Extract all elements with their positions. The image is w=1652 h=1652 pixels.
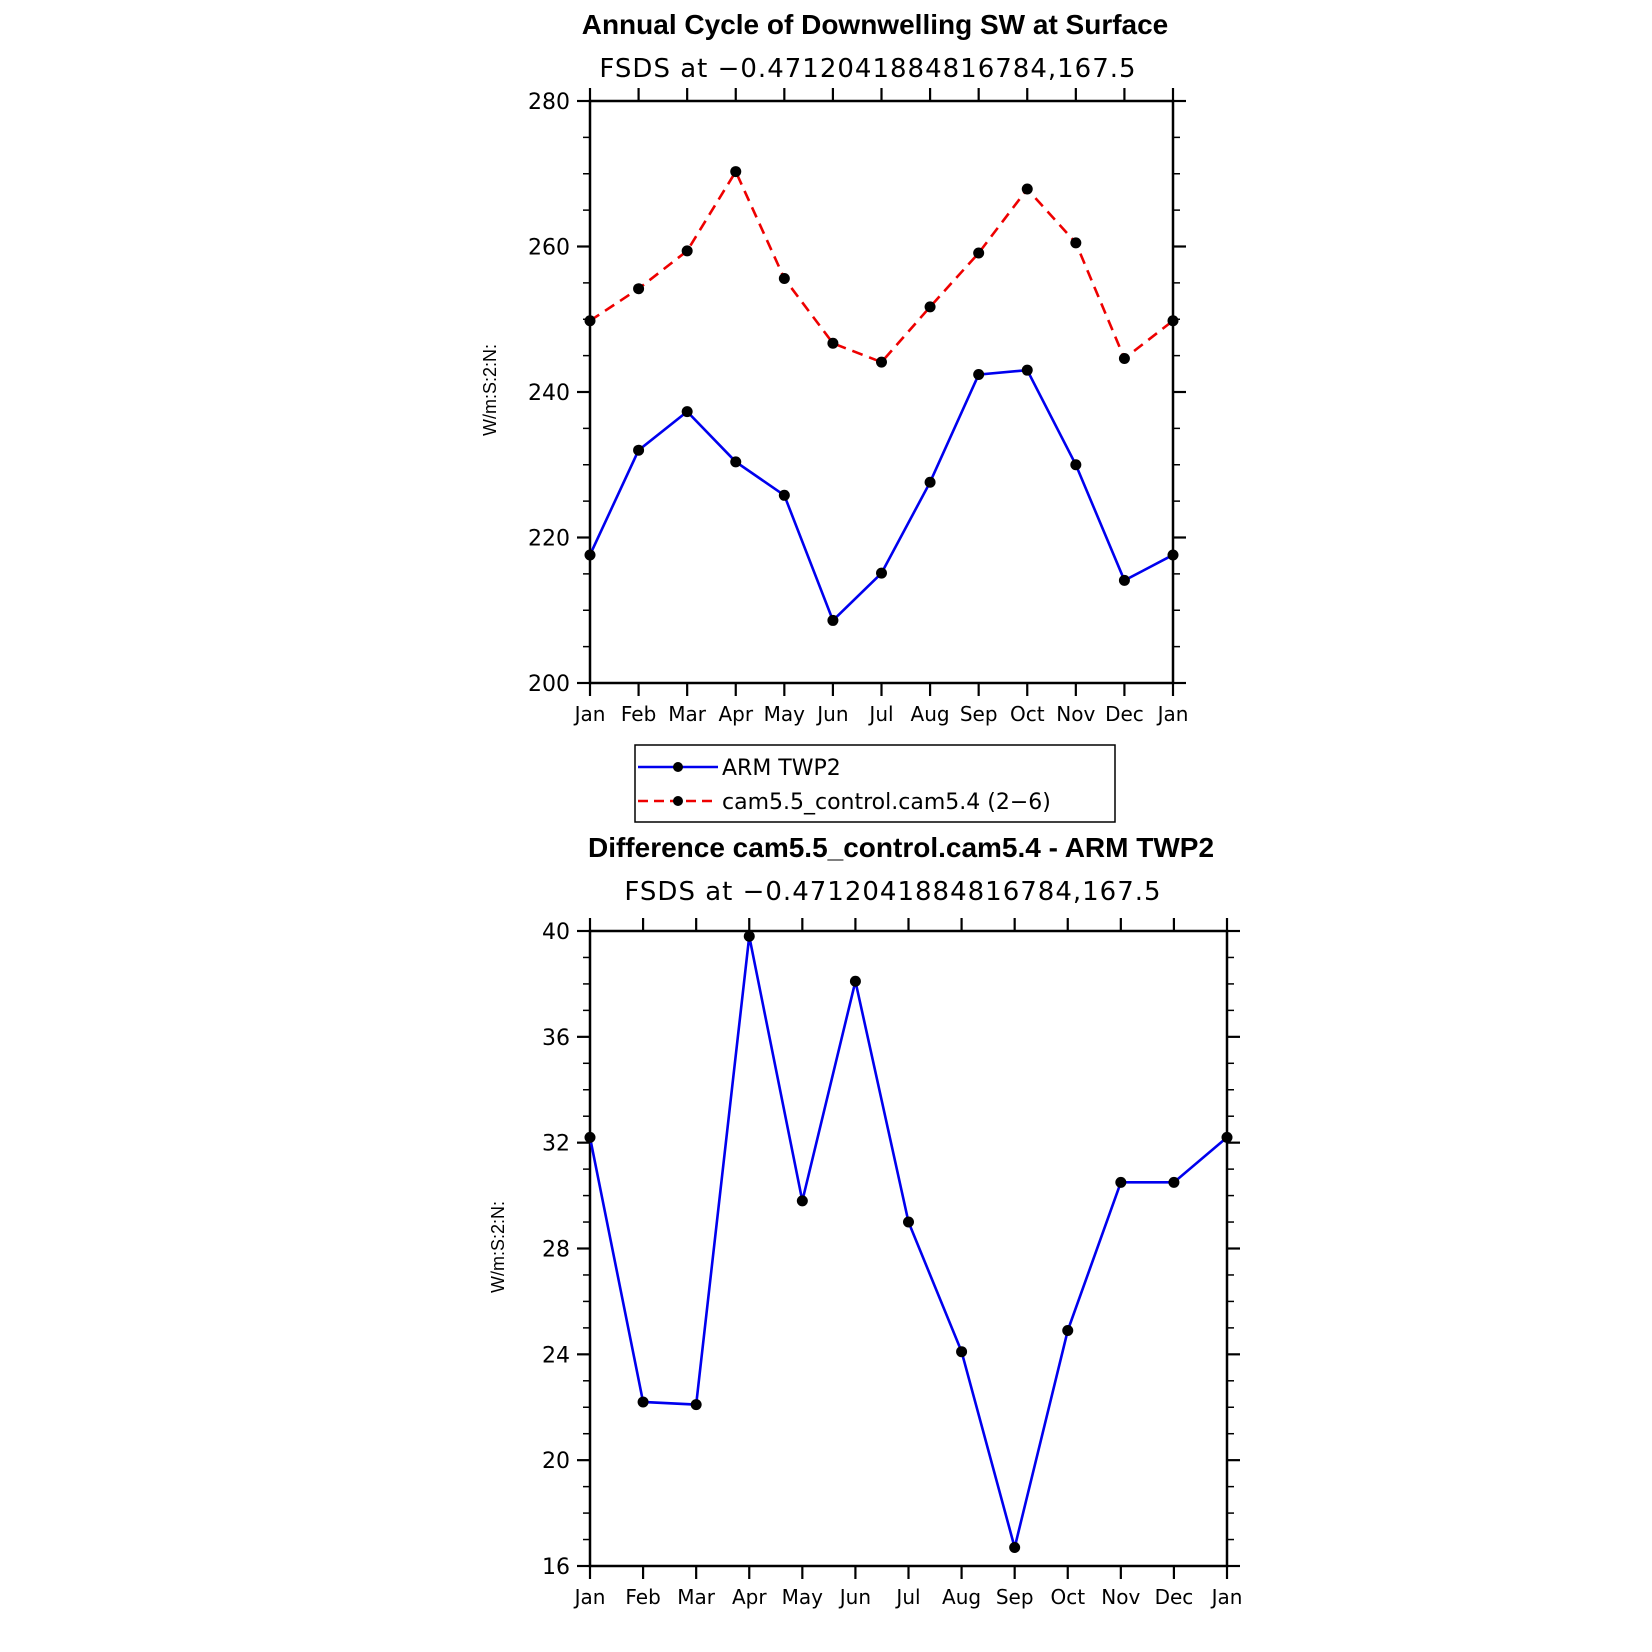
chart-2-xtick-label: Jun bbox=[838, 1585, 871, 1609]
chart-1-series-0-point bbox=[973, 369, 985, 381]
chart-1-series-1-point bbox=[778, 273, 790, 285]
chart-2-xtick-label: Mar bbox=[677, 1585, 716, 1609]
legend: ARM TWP2 cam5.5_control.cam5.4 (2−6) bbox=[634, 744, 1116, 823]
chart-1-series-1-line bbox=[589, 168, 1174, 364]
chart-1-xtick-label: Apr bbox=[718, 702, 753, 726]
chart-1-ytick-label: 240 bbox=[528, 381, 570, 406]
chart-2-series-0-point bbox=[849, 975, 861, 987]
chart-1-ytick-label: 260 bbox=[528, 236, 570, 261]
chart-1-series-0-point bbox=[876, 567, 887, 579]
chart-2-ytick-label: 16 bbox=[542, 1555, 570, 1580]
chart-1-xtick-label: Dec bbox=[1105, 702, 1144, 726]
chart-2-frame bbox=[588, 929, 1229, 1568]
chart-2-series-0-point bbox=[690, 1399, 702, 1411]
chart-1-frame bbox=[588, 99, 1175, 685]
chart-2-plot: Jan Feb Mar Apr May Jun Jul Aug Sep Oct Nov Dec Jan1… bbox=[542, 918, 1242, 1609]
chart-2-xtick-label: Dec bbox=[1155, 1585, 1194, 1609]
chart-1-series-0-point bbox=[924, 476, 936, 488]
chart-1-xtick-label: Jan bbox=[573, 702, 606, 726]
chart-1-series-0-point bbox=[1021, 364, 1033, 376]
legend-box bbox=[634, 744, 1116, 823]
chart-2-xtick-label: Feb bbox=[625, 1585, 660, 1609]
chart-2-ytick-label: 40 bbox=[542, 920, 570, 945]
chart-2-xtick-label: Oct bbox=[1050, 1585, 1085, 1609]
chart-1-series-0-point bbox=[1167, 549, 1179, 561]
chart-1-xtick-label: Sep bbox=[960, 702, 998, 726]
chart-1-xtick-label: Oct bbox=[1010, 702, 1045, 726]
chart-1-series-1-point bbox=[1118, 353, 1130, 365]
chart-1-series-1-point bbox=[827, 337, 839, 349]
chart-2-xtick-label: Jan bbox=[573, 1585, 606, 1609]
chart-2-series-0-point bbox=[903, 1216, 914, 1228]
legend-label-arm: ARM TWP2 bbox=[722, 756, 841, 781]
chart-2-xtick-label: Jul bbox=[894, 1585, 920, 1609]
chart-1-plot: Jan Feb Mar Apr May Jun Jul Aug Sep Oct Nov Dec Jan2… bbox=[528, 88, 1188, 726]
chart-1-series-0-line bbox=[588, 368, 1174, 623]
chart-2-xtick-label: May bbox=[782, 1585, 824, 1609]
chart-1-series-1-point bbox=[681, 245, 693, 257]
chart-1-series-1-point bbox=[1167, 315, 1179, 327]
legend-marker-cam bbox=[673, 796, 683, 806]
chart-1-xtick-label: Nov bbox=[1056, 702, 1095, 726]
chart-1-series-0-point bbox=[778, 489, 790, 501]
chart-2-xtick-label: Jan bbox=[1210, 1585, 1243, 1609]
chart-2-ytick-label: 20 bbox=[542, 1449, 570, 1474]
chart-1-series-0-point bbox=[730, 456, 742, 468]
chart-1-series-1-point bbox=[633, 283, 645, 295]
chart-1-ytick-label: 220 bbox=[528, 527, 570, 552]
legend-label-cam: cam5.5_control.cam5.4 (2−6) bbox=[722, 790, 1051, 815]
chart-1-xtick-label: May bbox=[764, 702, 806, 726]
chart-2-xtick-label: Apr bbox=[732, 1585, 767, 1609]
chart-2-series-0-point bbox=[796, 1195, 808, 1207]
chart-1-xtick-label: Feb bbox=[621, 702, 656, 726]
chart-2-series-0-point bbox=[1009, 1541, 1021, 1553]
chart-1-series-0-point bbox=[827, 614, 839, 626]
legend-marker-arm bbox=[673, 762, 683, 772]
chart-2-series-0-line bbox=[588, 936, 1228, 1548]
chart-2-series-0-point bbox=[1221, 1131, 1233, 1143]
chart-1-series-1-point bbox=[876, 356, 887, 368]
chart-2-series-0-point bbox=[743, 930, 755, 942]
chart-1-series-1-point bbox=[1021, 183, 1033, 195]
chart-1-xtick-label: Mar bbox=[668, 702, 707, 726]
chart-2-ytick-label: 32 bbox=[542, 1132, 570, 1157]
chart-1-series-0-point bbox=[584, 549, 596, 561]
chart-1-series-0-point bbox=[1118, 574, 1130, 586]
chart-1-series-1-point bbox=[584, 315, 596, 327]
chart-1-series-1-point bbox=[924, 301, 936, 313]
chart-1-series-1-point bbox=[973, 247, 985, 259]
chart-2-ytick-label: 24 bbox=[542, 1343, 570, 1368]
chart-1-series-0-point bbox=[633, 444, 645, 456]
chart-2-series-0-point bbox=[1115, 1176, 1127, 1188]
chart-1-ylabel: W/m:S:2:N: bbox=[480, 344, 500, 436]
chart-2-series-0-point bbox=[1168, 1176, 1180, 1188]
chart-1-series-1-point bbox=[730, 166, 742, 178]
chart-2-ylabel: W/m:S:2:N: bbox=[488, 1201, 508, 1293]
chart-1-xtick-label: Jan bbox=[1156, 702, 1189, 726]
chart-2-xtick-label: Sep bbox=[996, 1585, 1034, 1609]
chart-2-subtitle: FSDS at −0.4712041884816784,167.5 bbox=[624, 877, 1161, 907]
chart-1-xtick-label: Aug bbox=[911, 702, 950, 726]
chart-2-series-0-point bbox=[956, 1346, 968, 1358]
chart-1-ytick-label: 280 bbox=[528, 90, 570, 115]
chart-1-xtick-label: Jun bbox=[815, 702, 848, 726]
legend-entry-cam: cam5.5_control.cam5.4 (2−6) bbox=[638, 790, 1051, 815]
chart-1-subtitle: FSDS at −0.4712041884816784,167.5 bbox=[599, 54, 1136, 84]
chart-1-series-0-point bbox=[1070, 459, 1082, 471]
chart-1-xtick-label: Jul bbox=[867, 702, 893, 726]
chart-2-series-0-point bbox=[637, 1396, 649, 1408]
legend-entry-arm: ARM TWP2 bbox=[638, 756, 841, 781]
chart-2-ytick-label: 28 bbox=[542, 1238, 570, 1263]
chart-2-series-0-point bbox=[584, 1131, 596, 1143]
chart-2-ytick-label: 36 bbox=[542, 1026, 570, 1051]
chart-1-ytick-label: 200 bbox=[528, 672, 570, 697]
chart-1-series-0-point bbox=[681, 406, 693, 418]
chart-1-title: Annual Cycle of Downwelling SW at Surfac… bbox=[582, 9, 1169, 40]
chart-2-xtick-label: Aug bbox=[942, 1585, 981, 1609]
chart-2-title: Difference cam5.5_control.cam5.4 - ARM T… bbox=[588, 832, 1214, 863]
chart-1-series-1-point bbox=[1070, 237, 1082, 249]
chart-2-series-0-point bbox=[1062, 1325, 1074, 1337]
chart-2-xtick-label: Nov bbox=[1101, 1585, 1140, 1609]
